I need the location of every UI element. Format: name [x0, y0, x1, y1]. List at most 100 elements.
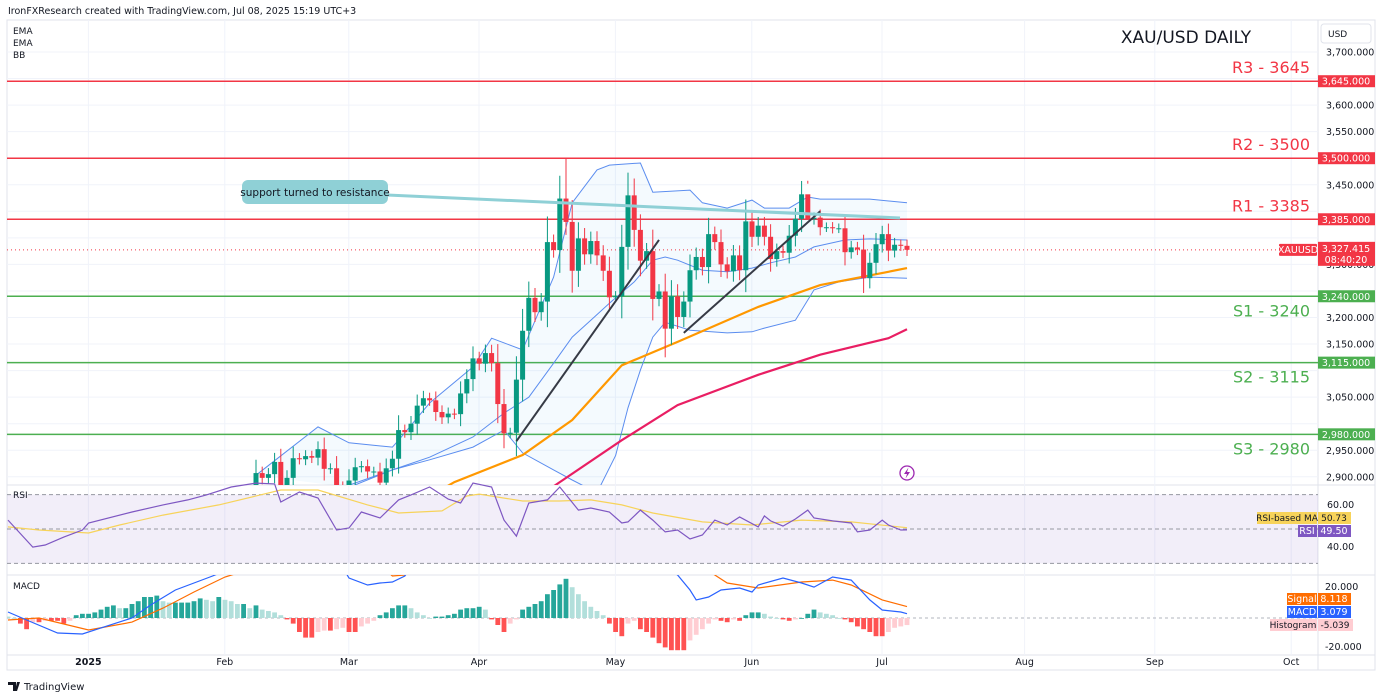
- macd-histogram-bar: [439, 616, 445, 618]
- candle-body: [668, 296, 674, 329]
- candle: [774, 243, 780, 267]
- candle-body: [631, 195, 637, 230]
- rsi-levels: [7, 494, 1318, 564]
- candle-body: [389, 458, 395, 469]
- candle: [321, 437, 327, 481]
- macd-histogram-bar: [489, 618, 494, 620]
- macd-histogram-bar: [619, 618, 625, 637]
- rsi-tag-label: RSI: [1299, 526, 1314, 537]
- macd-histogram-bar: [371, 618, 377, 621]
- macd-histogram-bar: [191, 601, 197, 618]
- candle-body: [377, 471, 383, 483]
- candle: [265, 468, 271, 484]
- macd-histogram-bar: [7, 616, 11, 618]
- macd-histogram-bar: [390, 608, 395, 618]
- candle: [327, 463, 333, 474]
- candle-body: [724, 264, 730, 272]
- candle-body: [451, 413, 457, 415]
- candle-body: [706, 234, 712, 268]
- candle: [259, 466, 265, 485]
- indicator-legend-bb[interactable]: BB: [13, 51, 25, 61]
- macd-histogram-bar: [706, 618, 711, 624]
- candle: [681, 291, 687, 328]
- macd-line: [7, 575, 217, 635]
- macd-histogram-bar: [303, 618, 308, 638]
- macd-histogram-bar: [321, 618, 327, 631]
- macd-lines: [7, 575, 908, 635]
- macd-histogram-bar: [24, 618, 29, 630]
- annotation-callout[interactable]: support turned to resistance: [240, 180, 390, 204]
- candle: [334, 456, 340, 485]
- candle: [885, 223, 891, 262]
- candle-body: [427, 398, 433, 401]
- candle-body: [495, 363, 501, 405]
- time-label: Jul: [875, 657, 887, 668]
- tradingview-logo[interactable]: TradingView: [8, 682, 84, 693]
- level-label: R1 - 3385: [1232, 196, 1310, 215]
- macd-histogram-bar: [638, 618, 643, 630]
- trendlines[interactable]: [515, 210, 821, 442]
- level-label: S3 - 2980: [1233, 439, 1310, 458]
- ema-slow-line: [553, 328, 908, 485]
- candle: [551, 234, 557, 258]
- candle: [625, 172, 631, 270]
- annotation-box[interactable]: [242, 180, 388, 204]
- currency-button[interactable]: [1320, 23, 1372, 44]
- macd-histogram-bar: [538, 601, 544, 618]
- last-price-value: 3,327.415: [1322, 244, 1370, 255]
- histogram-tag: [1270, 619, 1317, 631]
- candle-body: [854, 247, 860, 250]
- lightning-icon[interactable]: [899, 465, 915, 481]
- annotation-pointer-line[interactable]: [386, 193, 901, 220]
- macd-histogram-bar: [290, 618, 296, 624]
- candle: [451, 408, 457, 420]
- macd-histogram-bar: [861, 618, 866, 630]
- macd-histogram-bar: [495, 618, 501, 625]
- candle: [606, 256, 612, 312]
- candle-body: [755, 225, 761, 237]
- indicator-legend-ema-1[interactable]: EMA: [13, 27, 33, 37]
- macd-histogram-bar: [123, 608, 129, 618]
- candle-body: [557, 198, 563, 251]
- macd-histogram-bar: [166, 602, 172, 618]
- candle-body: [520, 330, 526, 380]
- macd-histogram-bar: [396, 605, 401, 618]
- candles: [253, 158, 910, 485]
- level-price-tag: [1318, 290, 1375, 303]
- time-axis[interactable]: 2025 Feb Mar Apr May Jun Jul Aug Sep Oct: [75, 657, 1300, 668]
- candle: [693, 247, 699, 280]
- macd-tag-label: MACD: [1288, 607, 1316, 618]
- macd-histogram-bar: [18, 618, 23, 624]
- macd-histogram-bar: [631, 618, 637, 621]
- candle: [588, 231, 594, 264]
- candle: [482, 344, 488, 373]
- macd-pane-label[interactable]: MACD: [13, 582, 40, 592]
- time-label: Feb: [216, 657, 233, 668]
- macd-histogram-bar: [278, 615, 284, 618]
- macd-histogram-bar: [607, 618, 612, 624]
- candle-body: [290, 458, 296, 478]
- candle: [619, 224, 625, 319]
- candle-body: [538, 301, 544, 313]
- candle-body: [830, 227, 836, 229]
- macd-histogram-bar: [160, 601, 166, 618]
- candle: [352, 457, 358, 485]
- macd-tags: 20.000 -20.000 Signal 8.118 MACD 3.079 H…: [1270, 582, 1362, 653]
- candle: [898, 239, 904, 251]
- candle: [290, 446, 296, 485]
- macd-histogram-bar: [836, 618, 842, 619]
- candle: [414, 394, 420, 435]
- macd-histogram-bar: [749, 612, 755, 618]
- rsi-pane-label[interactable]: RSI: [13, 491, 28, 501]
- macd-histogram-bar: [507, 618, 513, 624]
- candle: [786, 224, 792, 264]
- macd-pane[interactable]: [0, 561, 910, 651]
- price-pane[interactable]: [7, 80, 1318, 514]
- macd-histogram-bar: [104, 606, 110, 618]
- bollinger-lower-line: [353, 276, 908, 485]
- macd-histogram-bar: [408, 608, 414, 618]
- candle-body: [476, 358, 482, 364]
- indicator-legend-ema-2[interactable]: EMA: [13, 39, 33, 49]
- candle-body: [693, 256, 699, 271]
